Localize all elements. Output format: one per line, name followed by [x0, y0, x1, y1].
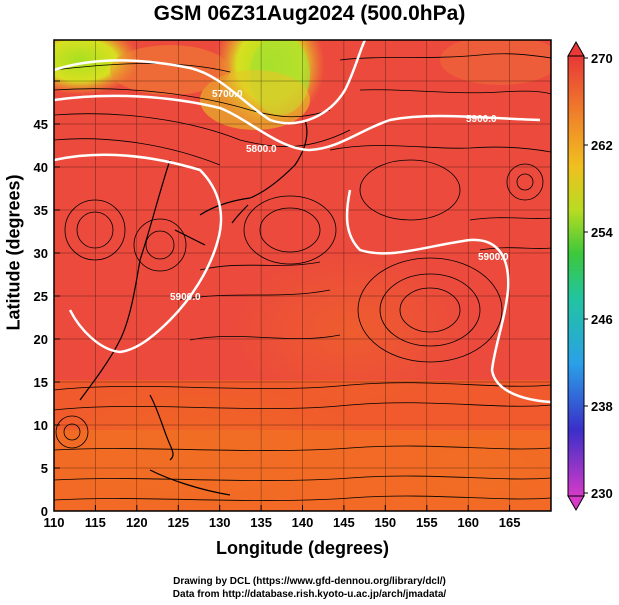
x-tick-label: 150	[374, 515, 396, 530]
coastlines	[79, 119, 308, 496]
contour-label: 5800.0	[246, 144, 277, 155]
contour-labels: 5700.0 5800.0 5900.0 5900.0 5900.0	[170, 89, 509, 303]
contour-label: 5900.0	[170, 292, 201, 303]
y-tick-label: 45	[34, 117, 48, 132]
x-tick-label: 120	[126, 515, 148, 530]
colorbar: 270 262 254 246 238 230	[567, 40, 613, 512]
y-tick-labels: 0 5 10 15 20 25 30 35 40 45	[34, 117, 48, 519]
x-tick-label: 140	[292, 515, 314, 530]
colorbar-tick-label: 246	[591, 312, 613, 327]
y-tick-label: 0	[41, 504, 48, 519]
wind-streamlines	[54, 53, 551, 501]
x-tick-marks	[53, 505, 511, 511]
y-tick-label: 20	[34, 332, 48, 347]
y-tick-label: 40	[34, 160, 48, 175]
y-tick-label: 25	[34, 289, 48, 304]
x-tick-label: 160	[457, 515, 479, 530]
y-tick-label: 5	[41, 461, 48, 476]
height-contours	[54, 40, 551, 404]
x-tick-labels: 110 115 120 125 130 135 140 145 150 155 …	[44, 515, 521, 530]
x-tick-label: 130	[209, 515, 231, 530]
colorbar-tick-label: 238	[591, 399, 613, 414]
temperature-field: 5700.0 5800.0 5900.0 5900.0 5900.0	[54, 40, 551, 511]
y-tick-label: 15	[34, 375, 48, 390]
contour-label: 5700.0	[212, 89, 243, 100]
x-tick-label: 135	[250, 515, 272, 530]
x-tick-label: 115	[85, 515, 106, 530]
x-tick-label: 155	[416, 515, 438, 530]
colorbar-bottom-arrow	[567, 495, 585, 512]
colorbar-tick-label: 254	[591, 225, 613, 240]
colorbar-tick-label: 270	[591, 51, 613, 66]
x-tick-label: 125	[167, 515, 189, 530]
x-tick-label: 110	[44, 515, 65, 530]
y-tick-label: 30	[34, 246, 48, 261]
credit-data-source: Data from http://database.rish.kyoto-u.a…	[172, 589, 447, 600]
y-tick-label: 35	[34, 203, 48, 218]
x-axis-label: Longitude (degrees)	[215, 538, 389, 558]
chart-title: GSM 06Z31Aug2024 (500.0hPa)	[153, 2, 466, 25]
contour-label: 5900.0	[478, 252, 509, 263]
colorbar-gradient	[567, 55, 585, 497]
credit-drawing: Drawing by DCL (https://www.gfd-dennou.o…	[173, 576, 446, 587]
contour-label: 5900.0	[466, 114, 497, 125]
colorbar-top-arrow	[567, 40, 585, 57]
y-tick-marks	[54, 80, 60, 512]
map-grid	[54, 40, 551, 511]
x-tick-label: 165	[499, 515, 521, 530]
colorbar-tick-label: 262	[591, 138, 613, 153]
y-tick-label: 10	[34, 418, 48, 433]
colorbar-tick-label: 230	[591, 486, 613, 501]
x-tick-label: 145	[333, 515, 355, 530]
